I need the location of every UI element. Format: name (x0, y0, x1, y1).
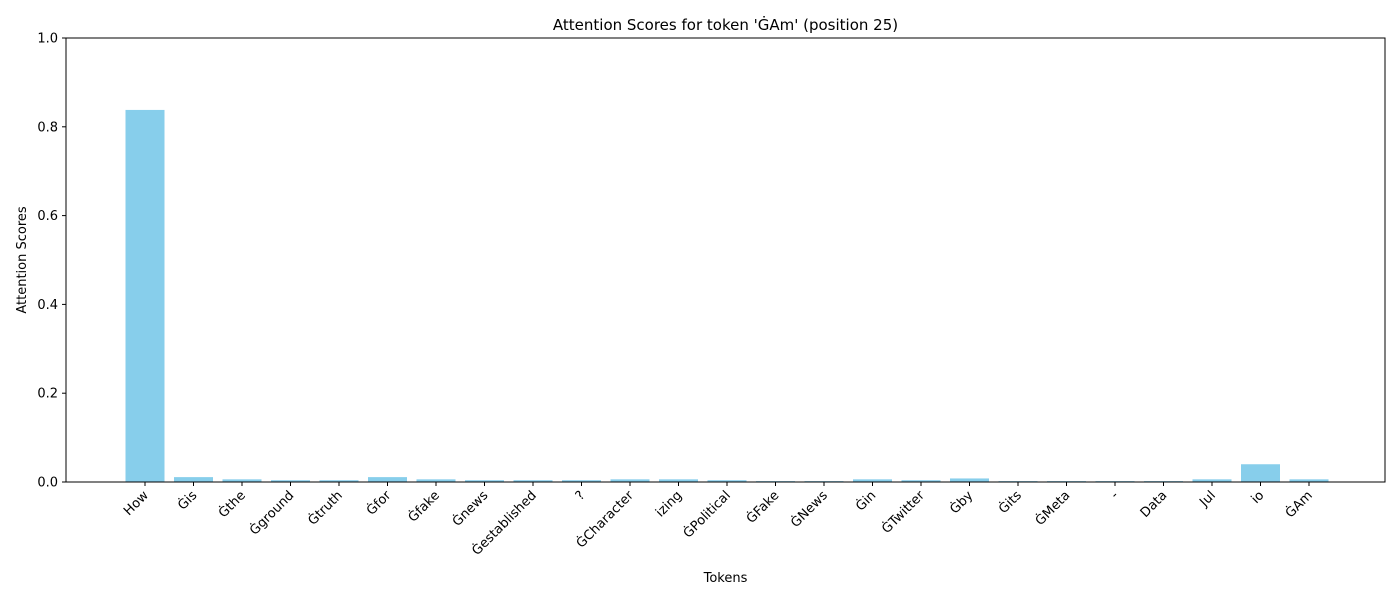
bar (853, 479, 892, 482)
x-tick-label: Ġin (852, 487, 880, 515)
x-tick-label: io (1249, 488, 1268, 507)
x-tick-label: ĠFake (742, 487, 782, 527)
bar (901, 480, 941, 482)
bar (416, 479, 456, 482)
y-axis: 0.0 0.2 0.4 0.6 0.8 1.0 (37, 32, 66, 491)
x-tick-label: How (121, 488, 152, 519)
plot-frame (65, 37, 1386, 483)
bar (1192, 479, 1232, 482)
bar (222, 479, 262, 482)
x-tick-label: - (1108, 488, 1122, 502)
bar (174, 477, 213, 482)
x-tick-label: Data (1138, 488, 1171, 521)
y-tick-label: 0.2 (37, 387, 58, 402)
bar (950, 478, 989, 482)
x-axis-label: Tokens (703, 571, 748, 586)
x-tick-label: Ġfake (404, 487, 443, 526)
y-axis-label: Attention Scores (15, 206, 30, 314)
x-tick-label: ĠAm (1281, 487, 1315, 521)
bar (513, 480, 553, 482)
x-tick-label: Ġtruth (304, 487, 346, 529)
bar (271, 480, 310, 482)
x-tick-label: Ġits (995, 487, 1025, 517)
x-tick-label: ĠMeta (1031, 487, 1073, 529)
x-tick-label: ĠTwitter (878, 486, 928, 536)
bar (465, 480, 504, 482)
y-tick-label: 0.6 (37, 209, 58, 224)
x-tick-label: Ġnews (448, 487, 491, 530)
y-tick-label: 0.8 (37, 120, 58, 135)
bar (610, 479, 650, 482)
bar (707, 480, 747, 482)
x-tick-label: Ġthe (215, 487, 249, 521)
y-tick-label: 1.0 (37, 32, 58, 47)
bars-group (125, 109, 1329, 483)
bar (319, 480, 359, 482)
x-tick-label: Ġby (946, 487, 977, 518)
bar (125, 109, 165, 483)
chart-title: Attention Scores for token 'ĠAm' (positi… (553, 15, 898, 34)
x-tick-label: Ġfor (363, 486, 395, 518)
bar (659, 479, 698, 482)
x-tick-label: ? (573, 488, 588, 503)
x-tick-label: izing (653, 488, 685, 520)
bar (1289, 479, 1329, 482)
x-tick-label: Ġis (174, 487, 201, 514)
x-tick-label: Ġground (246, 487, 298, 539)
bar (368, 477, 407, 482)
y-tick-label: 0.0 (37, 476, 58, 491)
x-tick-label: Jul (1196, 488, 1218, 510)
y-tick-label: 0.4 (37, 298, 58, 313)
bar (562, 480, 601, 482)
bar (1241, 464, 1280, 482)
x-tick-label: ĠPolitical (679, 487, 733, 541)
x-tick-label: ĠNews (787, 487, 831, 531)
